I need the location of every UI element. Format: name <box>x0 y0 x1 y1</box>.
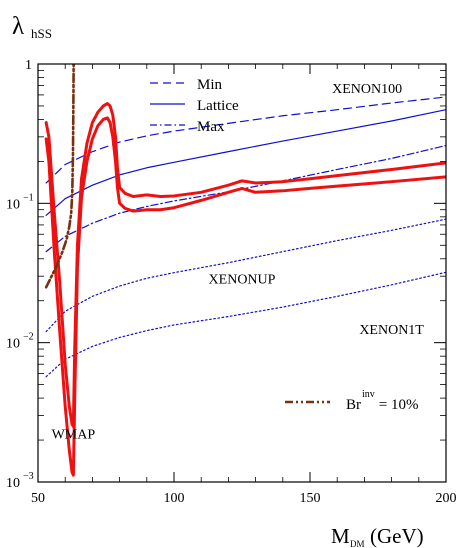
wmap-curve-6 <box>44 116 446 477</box>
y-tick-label-exp: −3 <box>23 471 34 482</box>
annotations: XENON100 XENONUP XENON1T WMAP <box>52 82 425 443</box>
legend-label-max: Max <box>197 119 225 135</box>
legend-label-min: Min <box>197 77 223 93</box>
annotation-label: XENON100 <box>332 82 402 97</box>
x-tick-label: 150 <box>300 491 321 506</box>
x-axis-label-sub: DM <box>350 539 365 548</box>
y-tick-label: 10 <box>6 476 20 491</box>
y-axis-label: λ hSS <box>12 13 52 41</box>
br-legend-sup: inv <box>362 389 375 400</box>
y-tick-label-exp: −2 <box>23 332 34 343</box>
br-legend: Br inv = 10% <box>285 389 418 413</box>
wmap-curve-5 <box>44 102 446 429</box>
y-tick-label: 10 <box>6 337 20 352</box>
y-axis-label-sub: hSS <box>31 26 52 41</box>
x-tick-label: 50 <box>31 491 45 506</box>
x-axis-label-unit: (GeV) <box>370 524 424 548</box>
x-axis-label-main: M <box>331 524 350 548</box>
y-tick-label: 1 <box>25 58 32 73</box>
xenon-curve-4 <box>45 271 446 378</box>
y-tick-label-exp: −1 <box>23 192 34 203</box>
xenon-curve-1 <box>45 109 446 216</box>
annotation-label: XENONUP <box>209 273 276 288</box>
series-group <box>44 64 446 477</box>
y-tick-label: 10 <box>6 197 20 212</box>
xenon-curve-3 <box>45 218 446 333</box>
xenon-curve-0 <box>45 96 446 184</box>
br-curve-7 <box>44 64 75 289</box>
annotation-label: WMAP <box>52 428 96 443</box>
br-legend-base: Br <box>346 397 361 413</box>
x-axis-label: M DM (GeV) <box>331 524 424 548</box>
x-tick-label: 200 <box>436 491 457 506</box>
xenon-curve-2 <box>45 144 446 253</box>
br-legend-rest: = 10% <box>375 397 418 413</box>
legend: Min Lattice Max <box>150 77 239 135</box>
annotation-label: XENON1T <box>359 323 424 338</box>
y-axis-label-main: λ <box>12 13 24 40</box>
plot-frame <box>37 63 447 483</box>
legend-label-lattice: Lattice <box>197 98 239 114</box>
x-tick-label: 100 <box>164 491 185 506</box>
